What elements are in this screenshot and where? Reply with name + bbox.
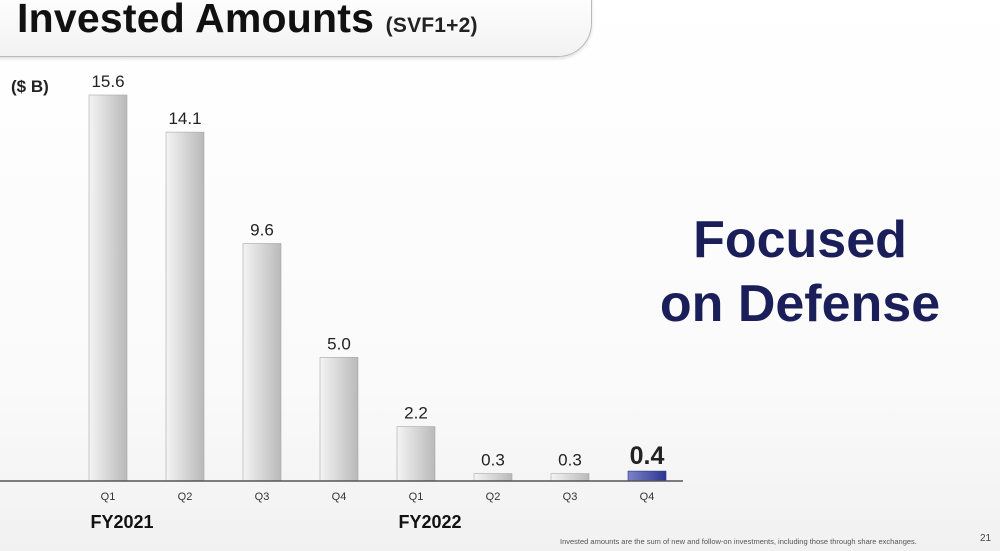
bar-2 [165,131,205,482]
group-label-2: FY2022 [398,512,461,532]
bar-1 [88,94,128,482]
data-label-2: 14.1 [168,109,201,128]
title-main: Invested Amounts [17,0,375,41]
tick-label-2: Q2 [178,491,193,503]
tick-label-8: Q4 [640,491,655,503]
bar-series [88,94,667,482]
data-label-8: 0.4 [630,442,665,470]
data-label-7: 0.3 [558,451,582,470]
data-label-3: 9.6 [250,220,274,239]
footnote: Invested amounts are the sum of new and … [560,537,917,546]
tick-label-7: Q3 [563,491,578,503]
slide-title: Invested Amounts (SVF1+2) [17,0,478,42]
bar-5 [396,426,436,482]
data-label-5: 2.2 [404,404,428,423]
data-label-6: 0.3 [481,451,505,470]
tick-label-5: Q1 [409,491,424,503]
headline-line-1: Focused [693,211,907,269]
tick-label-3: Q3 [255,491,270,503]
bar-7 [550,473,590,482]
group-label-1: FY2021 [90,512,153,532]
headline-line-2: on Defense [659,275,941,333]
data-label-4: 5.0 [327,334,351,353]
data-label-1: 15.6 [91,72,124,91]
tick-label-1: Q1 [101,491,116,503]
page-number: 21 [980,533,992,544]
title-band: Invested Amounts (SVF1+2) [0,0,592,57]
tick-label-6: Q2 [486,491,501,503]
bar-4 [319,356,359,482]
title-subtitle: (SVF1+2) [385,14,478,37]
bar-3 [242,243,282,482]
headline: Focused on Defense [615,208,985,336]
unit-label: ($ B) [11,77,49,96]
tick-label-4: Q4 [332,491,347,503]
bar-8 [627,470,667,482]
bar-6 [473,473,513,482]
